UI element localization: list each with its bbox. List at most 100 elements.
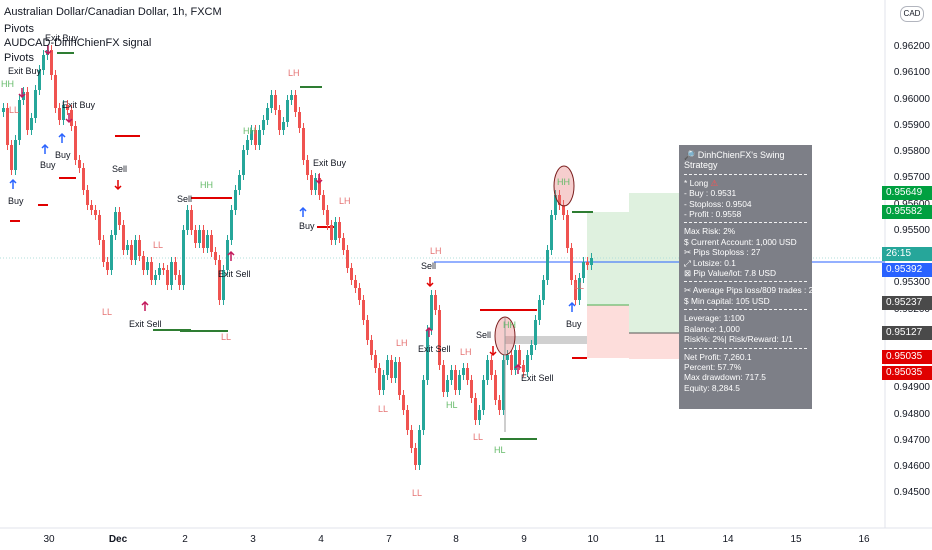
candle-body	[30, 118, 33, 130]
lotsize-line: ⤢ Lotsize: 0.1	[684, 257, 736, 268]
candle-body	[274, 95, 277, 110]
indicator-pivots-label[interactable]: Pivots	[4, 23, 34, 35]
signal-label-ll: LL	[412, 488, 423, 498]
price-tick-label: 0.94700	[893, 434, 930, 446]
arrow-up-icon	[299, 206, 307, 212]
stop-loss-zone	[629, 333, 686, 359]
time-tick-label: 11	[654, 534, 666, 545]
signal-label-hh: HH	[557, 177, 570, 187]
price-tick-label: 0.96100	[893, 67, 930, 79]
time-tick-label: 14	[722, 534, 734, 545]
signal-label-hl: HL	[494, 445, 506, 455]
candle-body	[182, 230, 185, 285]
candle-body	[42, 55, 45, 70]
candle-body	[434, 295, 437, 310]
candle-body	[418, 430, 421, 465]
candle-body	[510, 355, 513, 370]
candle-body	[562, 205, 565, 215]
arrow-up-icon	[514, 363, 522, 369]
candle-body	[206, 235, 209, 248]
candle-body	[166, 270, 169, 285]
candle-body	[382, 375, 385, 390]
highlight-circle	[553, 165, 575, 207]
candle-body	[278, 110, 281, 130]
signal-label-hl: HL	[446, 400, 458, 410]
signal-label-exit-sell: Exit Sell	[521, 373, 554, 383]
candle-body	[338, 222, 341, 238]
max-risk-line: Max Risk: 2%	[684, 226, 736, 237]
signal-label-ll: LL	[9, 105, 20, 115]
candle-body	[530, 345, 533, 355]
position-line: * Long ⚠	[684, 177, 719, 188]
price-tick-label: 0.94500	[893, 487, 930, 499]
signal-label-sell: Sell	[112, 164, 128, 174]
candle-body	[82, 168, 85, 190]
candle-body	[202, 230, 205, 248]
symbol-title[interactable]: Australian Dollar/Canadian Dollar, 1h, F…	[4, 6, 222, 18]
candle-body	[126, 245, 129, 250]
signal-label-hh: HH	[200, 180, 213, 190]
candle-body	[70, 110, 73, 126]
candle-body	[430, 295, 433, 330]
arrow-up-icon	[227, 250, 235, 256]
price-tag: 0.95649	[882, 186, 932, 200]
signal-label-lh: LH	[339, 196, 351, 206]
candle-body	[386, 360, 389, 375]
candle-body	[138, 240, 141, 256]
candle-body	[218, 260, 221, 300]
candle-body	[318, 178, 321, 195]
candle-body	[326, 210, 329, 225]
signal-label-ll: LL	[378, 404, 389, 414]
candle-body	[154, 275, 157, 280]
candle-body	[486, 360, 489, 380]
candle-body	[374, 355, 377, 368]
time-tick-label: 9	[521, 534, 527, 545]
candle-body	[446, 380, 449, 392]
candle-body	[394, 362, 397, 378]
candle-body	[550, 215, 553, 250]
candle-body	[490, 360, 493, 375]
candle-body	[62, 105, 65, 120]
indicator-signal-label[interactable]: AUDCAD-DinhChienFX signal	[4, 37, 152, 49]
candle-body	[198, 230, 201, 243]
stop-loss-zone	[587, 305, 629, 358]
candle-body	[514, 350, 517, 370]
candle-body	[302, 128, 305, 160]
candle-body	[582, 262, 585, 278]
candle-body	[174, 262, 177, 275]
arrow-up-icon	[568, 301, 576, 307]
signal-label-exit-sell: Exit Sell	[418, 344, 451, 354]
signal-label-ll: LL	[153, 240, 164, 250]
candle-body	[350, 268, 353, 280]
panel-title: 🔎 DinhChienFX's Swing Strategy	[684, 150, 785, 171]
candle-body	[6, 108, 9, 145]
candle-body	[366, 320, 369, 340]
candle-body	[578, 278, 581, 300]
candle-body	[106, 262, 109, 270]
candle-body	[402, 395, 405, 410]
candle-body	[2, 108, 5, 112]
candle-body	[214, 252, 217, 260]
divider	[684, 222, 807, 224]
candle-body	[98, 215, 101, 240]
arrow-up-icon	[425, 326, 433, 332]
signal-label-exit-buy: Exit Buy	[8, 66, 42, 76]
min-capital-line: $ Min capital: 105 USD	[684, 295, 770, 306]
candle-body	[290, 95, 293, 100]
take-profit-zone	[587, 212, 629, 305]
candle-body	[358, 288, 361, 300]
candle-body	[246, 140, 249, 150]
candle-body	[114, 212, 117, 235]
candle-body	[134, 240, 137, 260]
candle-body	[262, 120, 265, 130]
currency-badge[interactable]: CAD	[900, 6, 924, 22]
candle-body	[146, 262, 149, 270]
signal-label-lh: LH	[460, 347, 472, 357]
candle-body	[566, 215, 569, 248]
candle-body	[494, 375, 497, 400]
candle-body	[474, 398, 477, 420]
time-tick-label: Dec	[108, 534, 128, 545]
signal-label-exit-buy: Exit Buy	[313, 158, 347, 168]
indicator-pivots-label-2[interactable]: Pivots	[4, 52, 34, 64]
